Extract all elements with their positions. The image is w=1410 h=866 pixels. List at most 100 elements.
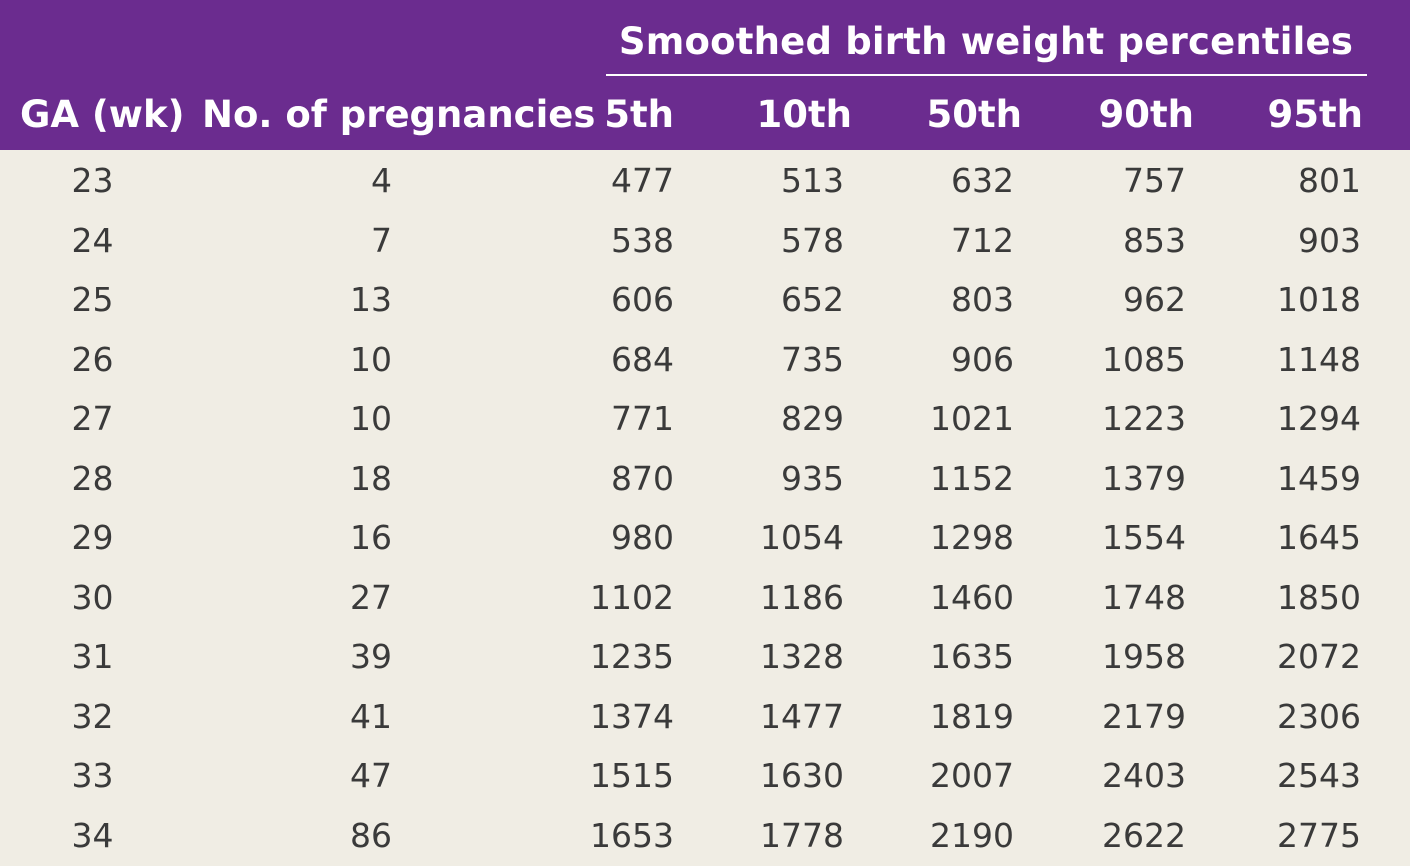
cell-ga: 27: [71, 399, 114, 438]
cell-95th: 1148: [1277, 339, 1361, 379]
cell-10th: 1328: [760, 637, 844, 676]
cell-pregnancies: 10: [350, 339, 392, 379]
column-header-10th: 10th: [756, 93, 852, 136]
column-header-50th: 50th: [926, 93, 1022, 136]
cell-pregnancies: 18: [350, 458, 392, 498]
cell-90th: 1223: [1102, 399, 1186, 438]
table-header: Smoothed birth weight percentiles GA (wk…: [0, 0, 1410, 150]
cell-95th: 1850: [1277, 577, 1361, 617]
cell-95th: 2072: [1277, 637, 1361, 676]
cell-50th: 1819: [930, 696, 1014, 736]
cell-50th: 2007: [930, 756, 1014, 795]
cell-5th: 477: [611, 161, 674, 200]
cell-50th: 803: [951, 280, 1014, 319]
table-row: 25 13 606 652 803 962 1018: [0, 269, 1410, 329]
cell-5th: 538: [611, 220, 674, 260]
cell-pregnancies: 16: [350, 518, 392, 557]
cell-90th: 2622: [1102, 815, 1186, 855]
cell-90th: 757: [1123, 161, 1186, 200]
cell-90th: 1379: [1102, 458, 1186, 498]
cell-5th: 980: [611, 518, 674, 557]
cell-50th: 1152: [930, 458, 1014, 498]
cell-10th: 935: [781, 458, 844, 498]
cell-10th: 829: [781, 399, 844, 438]
cell-ga: 34: [71, 815, 114, 855]
cell-pregnancies: 13: [350, 280, 392, 319]
cell-90th: 1085: [1102, 339, 1186, 379]
table-row: 34 86 1653 1778 2190 2622 2775: [0, 805, 1410, 865]
cell-10th: 1054: [760, 518, 844, 557]
cell-ga: 26: [71, 339, 114, 379]
cell-95th: 801: [1298, 161, 1361, 200]
cell-5th: 1653: [590, 815, 674, 855]
cell-pregnancies: 41: [350, 696, 392, 736]
cell-pregnancies: 86: [350, 815, 392, 855]
cell-50th: 712: [951, 220, 1014, 260]
cell-ga: 23: [71, 161, 114, 200]
group-header-rule: [606, 74, 1367, 76]
cell-90th: 2179: [1102, 696, 1186, 736]
cell-90th: 1748: [1102, 577, 1186, 617]
cell-90th: 853: [1123, 220, 1186, 260]
cell-ga: 30: [71, 577, 114, 617]
cell-10th: 1186: [760, 577, 844, 617]
cell-5th: 771: [611, 399, 674, 438]
cell-95th: 1018: [1277, 280, 1361, 319]
cell-ga: 33: [71, 756, 114, 795]
column-header-ga: GA (wk): [20, 93, 185, 136]
cell-ga: 24: [71, 220, 114, 260]
cell-pregnancies: 27: [350, 577, 392, 617]
cell-50th: 1298: [930, 518, 1014, 557]
cell-95th: 903: [1298, 220, 1361, 260]
cell-50th: 1021: [930, 399, 1014, 438]
cell-5th: 684: [611, 339, 674, 379]
percentiles-group-header: Smoothed birth weight percentiles: [618, 20, 1354, 63]
cell-95th: 2306: [1277, 696, 1361, 736]
cell-pregnancies: 10: [350, 399, 392, 438]
cell-5th: 1515: [590, 756, 674, 795]
cell-90th: 2403: [1102, 756, 1186, 795]
cell-5th: 1235: [590, 637, 674, 676]
cell-10th: 735: [781, 339, 844, 379]
cell-ga: 29: [71, 518, 114, 557]
cell-pregnancies: 4: [371, 161, 392, 200]
cell-10th: 1778: [760, 815, 844, 855]
table-row: 26 10 684 735 906 1085 1148: [0, 329, 1410, 389]
cell-pregnancies: 47: [350, 756, 392, 795]
cell-5th: 606: [611, 280, 674, 319]
cell-50th: 1460: [930, 577, 1014, 617]
column-header-5th: 5th: [604, 93, 674, 136]
cell-90th: 1958: [1102, 637, 1186, 676]
cell-50th: 632: [951, 161, 1014, 200]
column-header-90th: 90th: [1098, 93, 1194, 136]
cell-90th: 962: [1123, 280, 1186, 319]
cell-10th: 513: [781, 161, 844, 200]
cell-50th: 2190: [930, 815, 1014, 855]
cell-pregnancies: 39: [350, 637, 392, 676]
cell-10th: 578: [781, 220, 844, 260]
table-body: 23 4 477 513 632 757 801 24 7 538 578 71…: [0, 150, 1410, 864]
table-row: 27 10 771 829 1021 1223 1294: [0, 388, 1410, 448]
table-row: 23 4 477 513 632 757 801: [0, 150, 1410, 210]
table-row: 30 27 1102 1186 1460 1748 1850: [0, 567, 1410, 627]
table-row: 24 7 538 578 712 853 903: [0, 210, 1410, 270]
cell-10th: 1630: [760, 756, 844, 795]
cell-ga: 31: [71, 637, 114, 676]
cell-ga: 28: [71, 458, 114, 498]
table-row: 28 18 870 935 1152 1379 1459: [0, 448, 1410, 508]
column-header-95th: 95th: [1267, 93, 1363, 136]
cell-50th: 1635: [930, 637, 1014, 676]
cell-ga: 32: [71, 696, 114, 736]
cell-ga: 25: [71, 280, 114, 319]
column-header-pregnancies: No. of pregnancies: [202, 93, 596, 136]
cell-95th: 2775: [1277, 815, 1361, 855]
cell-10th: 652: [781, 280, 844, 319]
cell-5th: 870: [611, 458, 674, 498]
cell-95th: 2543: [1277, 756, 1361, 795]
cell-95th: 1645: [1277, 518, 1361, 557]
table-row: 29 16 980 1054 1298 1554 1645: [0, 507, 1410, 567]
cell-95th: 1294: [1277, 399, 1361, 438]
table-row: 31 39 1235 1328 1635 1958 2072: [0, 626, 1410, 686]
cell-5th: 1102: [590, 577, 674, 617]
